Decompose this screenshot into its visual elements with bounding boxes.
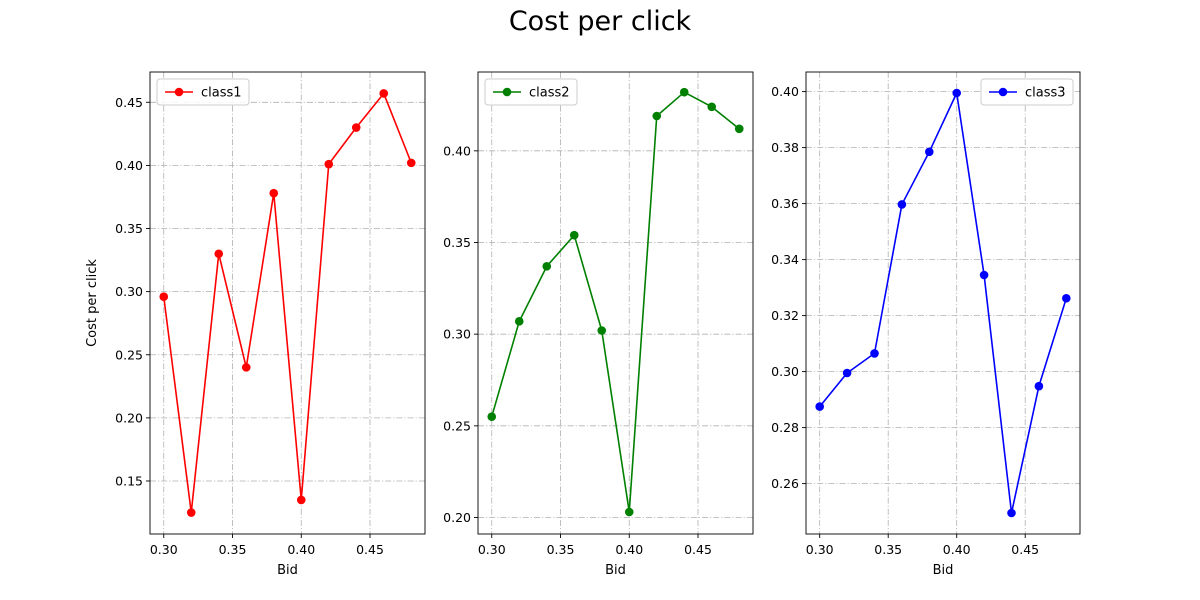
y-tick-label: 0.15 xyxy=(115,473,143,488)
y-tick-label: 0.25 xyxy=(115,347,143,362)
legend: class1 xyxy=(156,78,250,106)
data-point-class3 xyxy=(815,402,824,411)
data-point-class2 xyxy=(707,102,717,112)
y-tick-label: 0.34 xyxy=(771,252,799,267)
y-tick-label: 0.40 xyxy=(771,84,799,99)
x-tick-label: 0.40 xyxy=(615,542,643,557)
data-point-class3 xyxy=(1034,381,1044,391)
x-tick-label: 0.35 xyxy=(547,542,575,557)
y-tick-label: 0.45 xyxy=(115,95,143,110)
x-tick-label: 0.30 xyxy=(478,542,506,557)
x-tick-label: 0.40 xyxy=(943,542,971,557)
data-point-class1 xyxy=(214,249,224,259)
y-tick-label: 0.30 xyxy=(115,284,143,299)
data-point-class1 xyxy=(159,292,169,301)
data-point-class2 xyxy=(569,230,579,240)
x-tick-label: 0.30 xyxy=(150,542,178,557)
x-tick-label: 0.35 xyxy=(874,542,902,557)
data-point-class1 xyxy=(296,495,306,505)
data-point-class1 xyxy=(241,363,251,372)
y-tick-label: 0.28 xyxy=(771,420,799,435)
legend: class3 xyxy=(980,78,1074,106)
x-tick-label: 0.35 xyxy=(219,542,247,557)
legend-marker xyxy=(502,87,512,97)
legend-label: class2 xyxy=(529,86,570,101)
data-point-class3 xyxy=(979,270,989,280)
data-point-class3 xyxy=(1007,508,1016,518)
y-tick-label: 0.38 xyxy=(771,140,799,155)
data-point-class2 xyxy=(624,507,634,517)
legend-marker xyxy=(174,87,184,97)
y-tick-label: 0.32 xyxy=(771,308,799,323)
x-axis-label: Bid xyxy=(277,563,298,578)
data-point-class1 xyxy=(186,508,196,517)
data-point-class2 xyxy=(487,412,497,421)
x-axis-label: Bid xyxy=(933,563,954,578)
series-line-class1 xyxy=(162,92,412,514)
data-point-class2 xyxy=(514,317,524,326)
y-tick-label: 0.30 xyxy=(771,364,799,379)
data-point-class2 xyxy=(597,326,607,335)
series-line-class3 xyxy=(819,92,1068,514)
legend-box xyxy=(156,78,250,106)
legend-label: class1 xyxy=(201,86,242,101)
y-axis-label: Cost per click xyxy=(85,259,100,347)
subplot-3: 0.30 0.35 0.40 0.45 0.26 0.28 0.30 0.32 0.34 0.36… xyxy=(771,71,1081,578)
data-point-class2 xyxy=(542,262,552,271)
data-point-class3 xyxy=(1062,293,1071,303)
data-point-class1 xyxy=(269,188,279,198)
x-tick-label: 0.30 xyxy=(806,542,834,557)
data-point-class2 xyxy=(679,87,689,97)
y-tick-label: 0.35 xyxy=(443,235,471,250)
data-point-class2 xyxy=(734,124,744,134)
legend-label: class3 xyxy=(1025,86,1066,101)
data-point-class3 xyxy=(842,368,852,378)
x-tick-label: 0.45 xyxy=(684,542,712,557)
series-line-class2 xyxy=(490,91,740,513)
x-tick-label: 0.45 xyxy=(1011,542,1039,557)
data-point-class3 xyxy=(897,200,907,209)
axes-frame xyxy=(477,71,754,535)
y-tick-label: 0.40 xyxy=(115,158,143,173)
legend: class2 xyxy=(484,78,578,106)
data-point-class3 xyxy=(925,147,934,157)
data-point-class1 xyxy=(379,89,389,98)
y-tick-label: 0.40 xyxy=(443,143,471,158)
y-tick-label: 0.26 xyxy=(771,476,799,491)
y-tick-label: 0.25 xyxy=(443,418,471,433)
data-point-class3 xyxy=(952,88,961,98)
axes-frame xyxy=(805,71,1081,535)
x-tick-label: 0.45 xyxy=(356,542,384,557)
subplot-1: 0.30 0.35 0.40 0.45 0.15 0.20 0.25 0.30 0.35 0.40… xyxy=(85,71,426,578)
data-point-class3 xyxy=(870,349,879,358)
legend-box xyxy=(484,78,578,106)
data-point-class1 xyxy=(406,158,416,168)
figure-title: Cost per click xyxy=(508,6,692,37)
y-tick-label: 0.35 xyxy=(115,221,143,236)
data-point-class1 xyxy=(324,159,334,169)
data-point-class2 xyxy=(652,111,662,121)
y-tick-label: 0.36 xyxy=(771,196,799,211)
legend-marker xyxy=(998,87,1008,97)
axes-frame xyxy=(149,71,426,535)
x-tick-label: 0.40 xyxy=(287,542,315,557)
y-tick-label: 0.20 xyxy=(443,510,471,525)
x-axis-label: Bid xyxy=(605,563,626,578)
y-tick-label: 0.20 xyxy=(115,410,143,425)
data-point-class1 xyxy=(351,123,361,132)
y-tick-label: 0.30 xyxy=(443,327,471,342)
legend-box xyxy=(980,78,1074,106)
subplot-2: 0.30 0.35 0.40 0.45 0.20 0.25 0.30 0.35 0.40 Bid c… xyxy=(443,71,754,578)
